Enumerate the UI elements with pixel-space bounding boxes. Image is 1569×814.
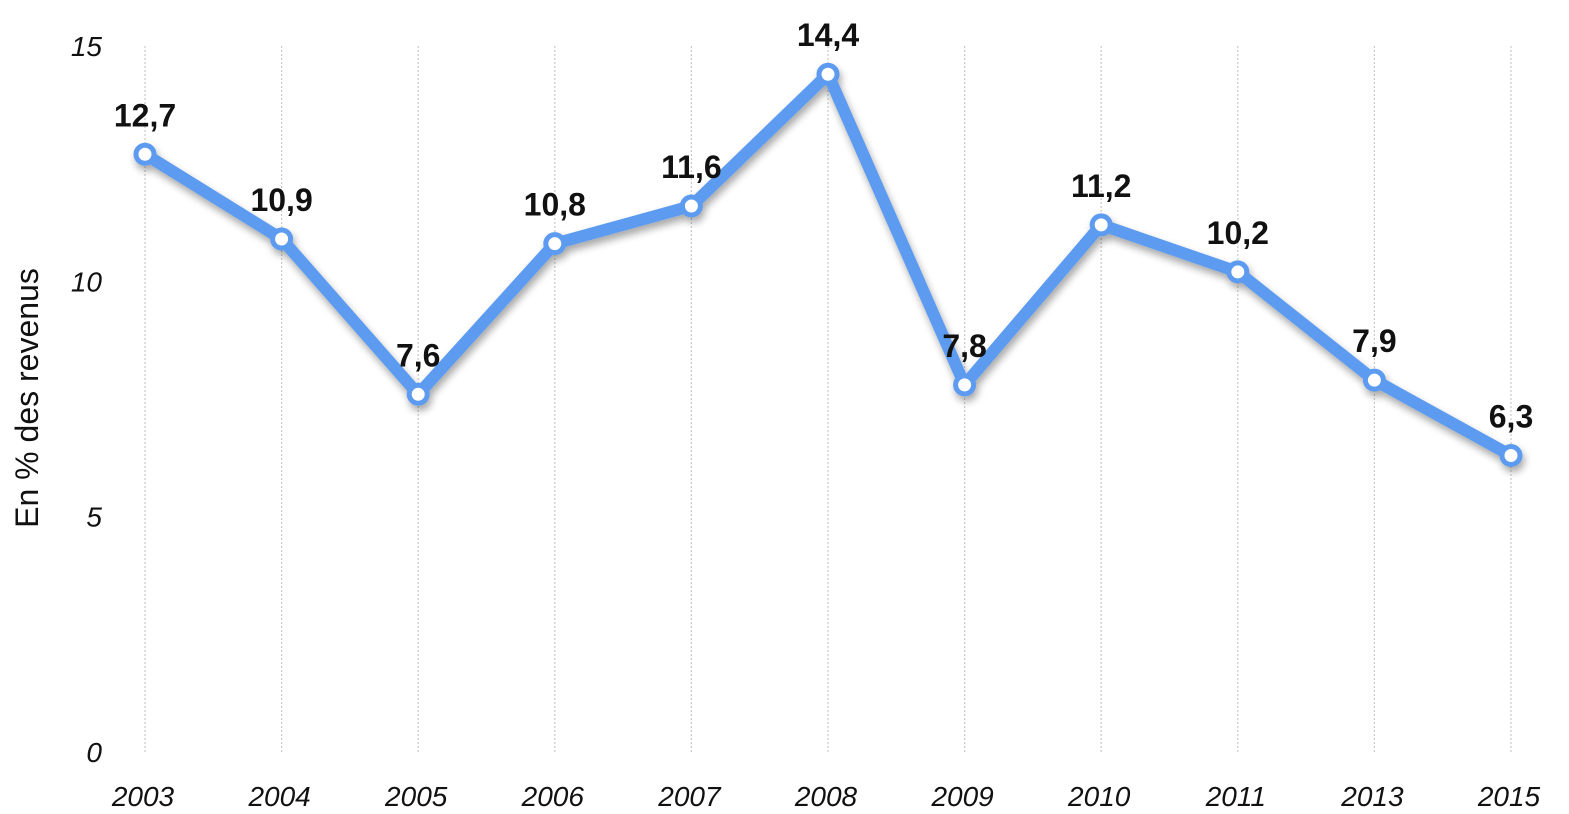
- data-label-2005: 7,6: [396, 337, 440, 373]
- y-axis-title: En % des revenus: [9, 268, 45, 528]
- data-point-2003: [133, 142, 157, 166]
- x-tick-2006: 2006: [521, 781, 585, 812]
- x-tick-2004: 2004: [247, 781, 310, 812]
- x-tick-2008: 2008: [794, 781, 858, 812]
- data-label-2010: 11,2: [1071, 168, 1132, 204]
- data-point-2006: [543, 232, 567, 256]
- data-point-2004: [270, 227, 294, 251]
- data-point-2005: [406, 382, 430, 406]
- x-tick-2005: 2005: [384, 781, 448, 812]
- y-tick-5: 5: [86, 502, 102, 533]
- data-point-2015: [1499, 443, 1523, 467]
- data-label-2007: 11,6: [661, 149, 722, 185]
- data-point-2007: [679, 194, 703, 218]
- x-tick-2013: 2013: [1340, 781, 1404, 812]
- x-tick-2009: 2009: [930, 781, 993, 812]
- data-label-2015: 6,3: [1489, 398, 1533, 434]
- data-label-2013: 7,9: [1352, 323, 1396, 359]
- data-labels: 12,7 10,9 7,6 10,8 11,6 14,4 7,8 11,2 10,2 7,9 6,3: [114, 17, 1533, 434]
- x-tick-2015: 2015: [1477, 781, 1541, 812]
- data-label-2008: 14,4: [797, 17, 859, 53]
- data-point-2009: [953, 373, 977, 397]
- data-point-2010: [1089, 213, 1113, 237]
- y-tick-15: 15: [71, 31, 103, 62]
- x-tick-2011: 2011: [1205, 781, 1266, 812]
- y-tick-0: 0: [86, 737, 102, 768]
- data-label-2003: 12,7: [114, 97, 176, 133]
- x-axis-ticks: 2003 2004 2005 2006 2007 2008 2009 2010 2011 2013…: [111, 781, 1541, 812]
- data-point-2011: [1226, 260, 1250, 284]
- grid-lines: [144, 46, 1512, 752]
- data-label-2011: 10,2: [1207, 215, 1269, 251]
- data-point-2013: [1362, 368, 1386, 392]
- x-tick-2007: 2007: [657, 781, 722, 812]
- y-axis-ticks: 0 5 10 15: [71, 31, 103, 768]
- data-label-2009: 7,8: [942, 328, 986, 364]
- series-line-group: [133, 62, 1523, 467]
- data-label-2004: 10,9: [250, 182, 312, 218]
- x-tick-2010: 2010: [1067, 781, 1131, 812]
- x-tick-2003: 2003: [111, 781, 175, 812]
- data-point-2008: [816, 62, 840, 86]
- data-label-2006: 10,8: [524, 187, 586, 223]
- y-tick-10: 10: [71, 266, 103, 297]
